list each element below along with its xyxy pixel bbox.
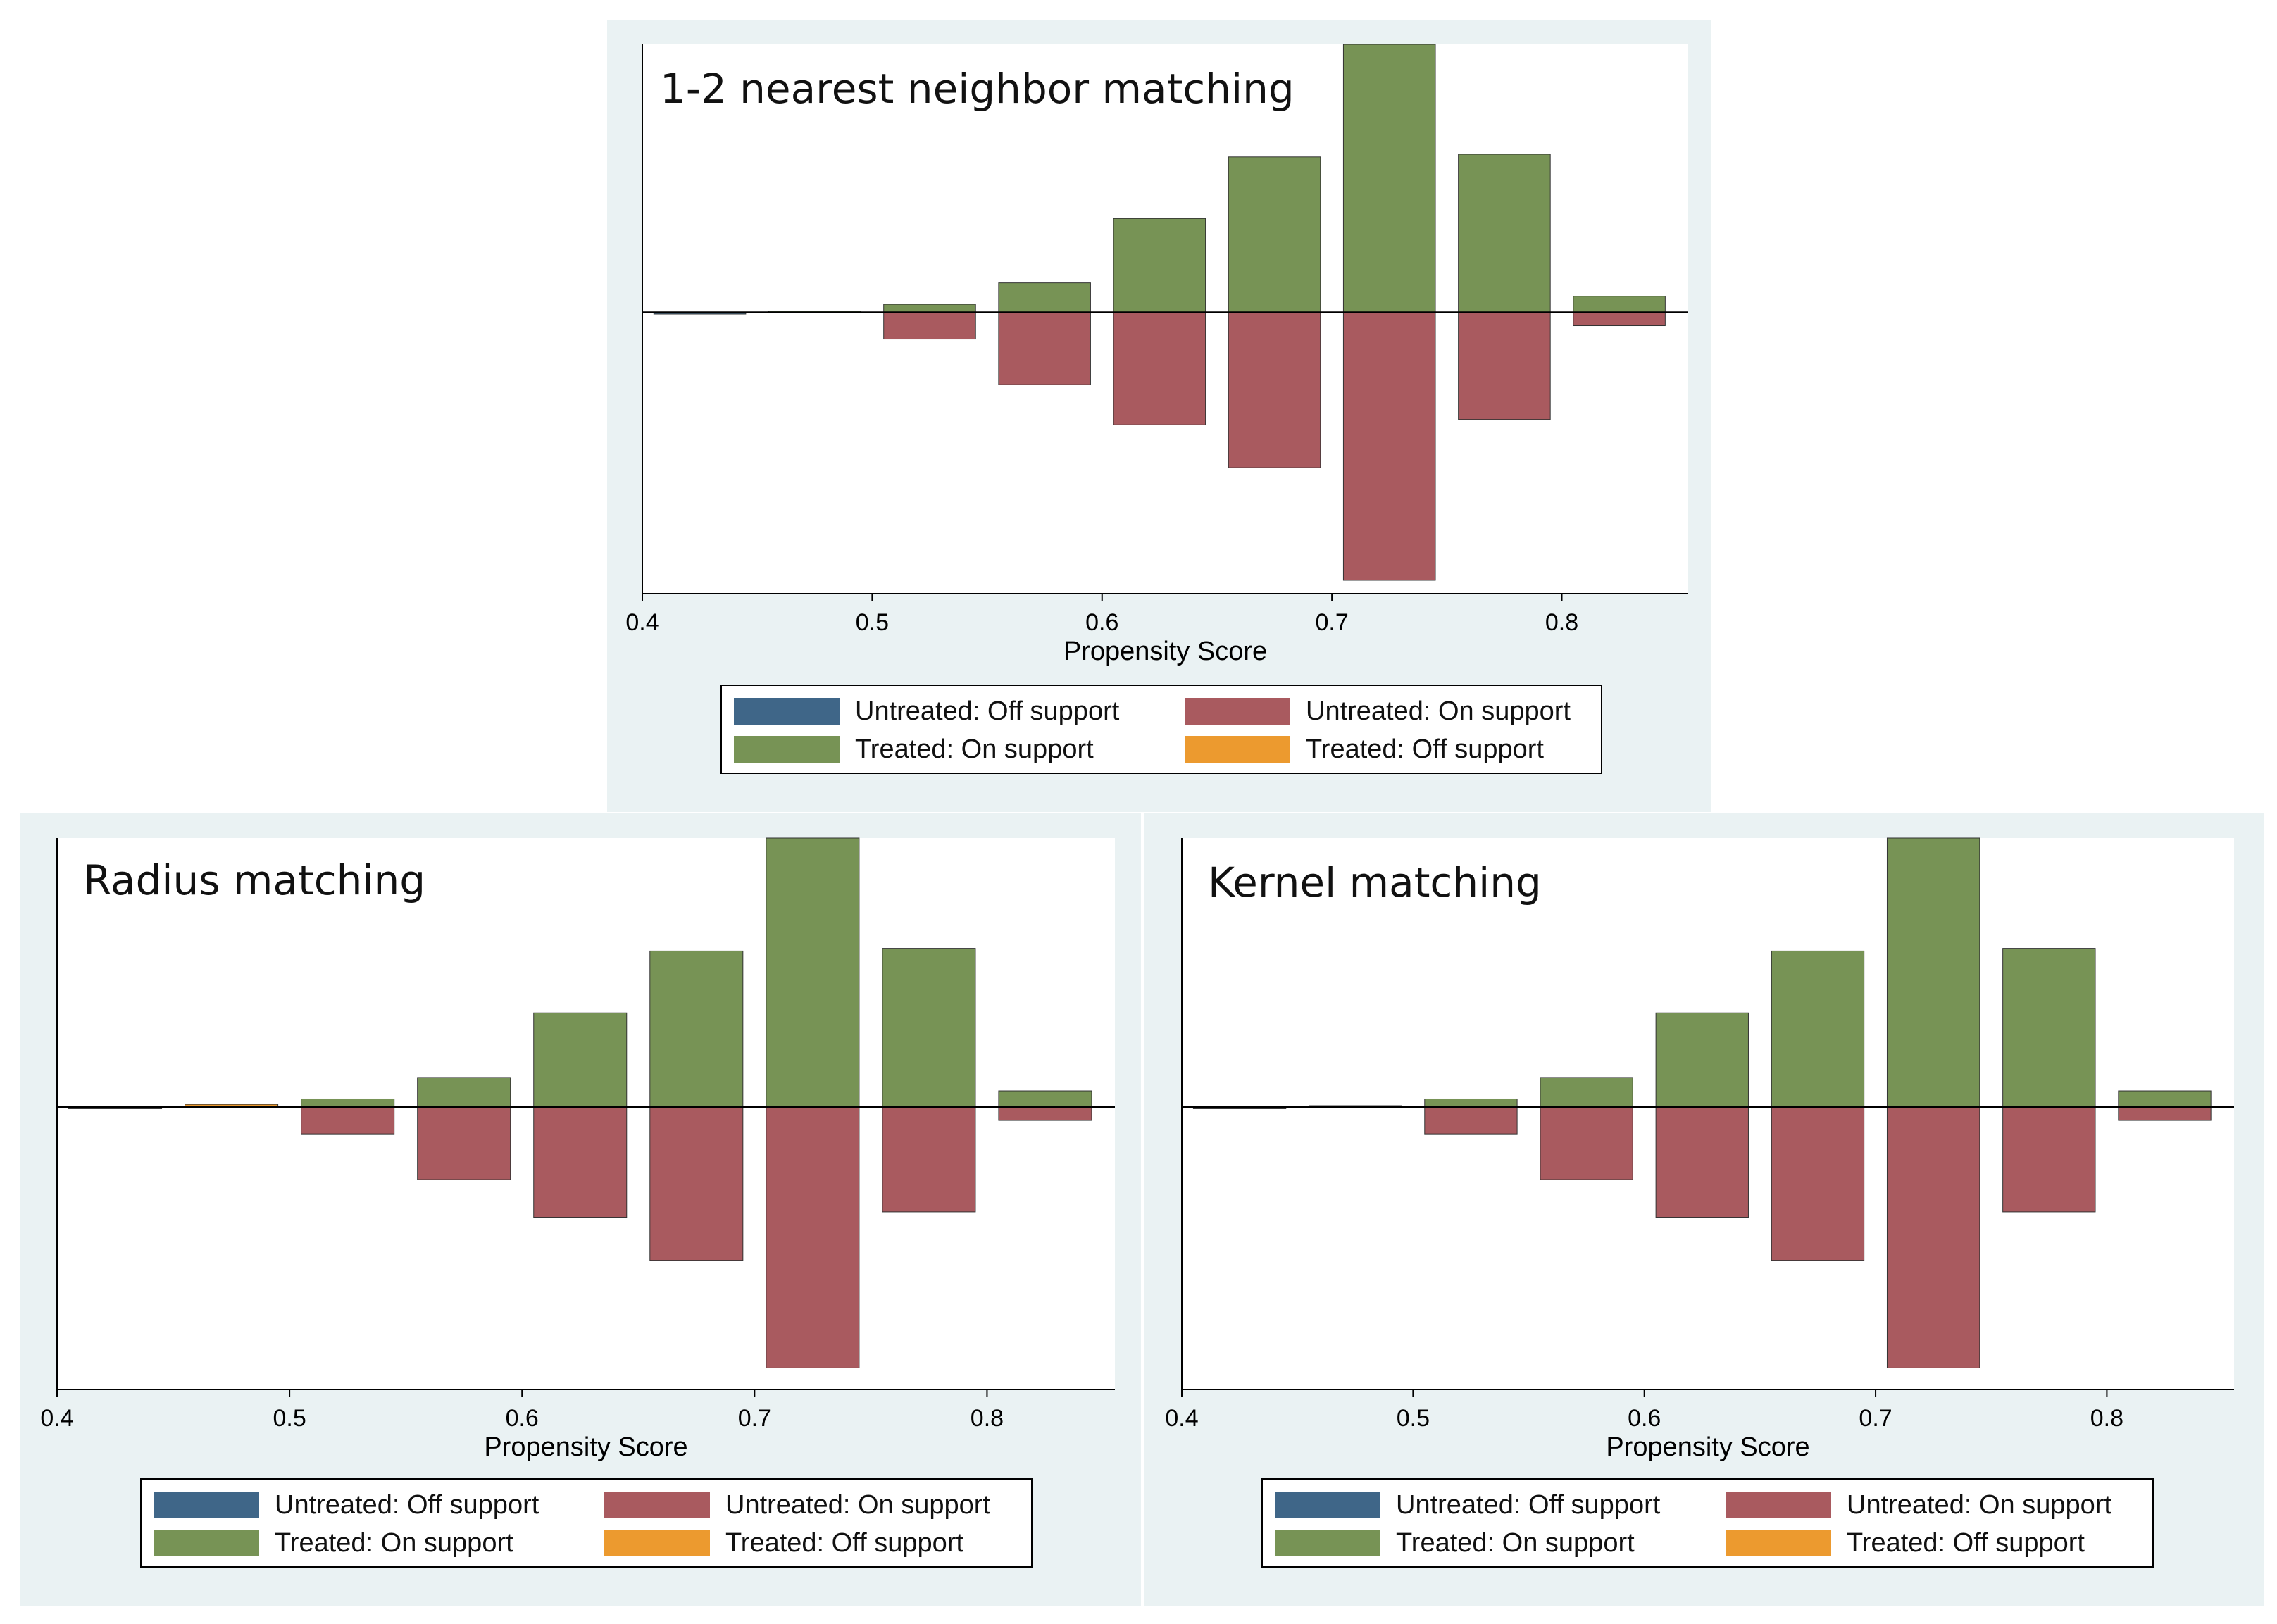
- bar-treated_on-8: [998, 1090, 1092, 1108]
- bar-untreated_on-5: [1771, 1106, 1865, 1261]
- bar-treated_on-2: [1424, 1098, 1518, 1108]
- bar-treated_on-8: [2118, 1090, 2212, 1108]
- bar-untreated_on-5: [649, 1106, 744, 1261]
- bar-untreated_on-6: [1342, 311, 1436, 581]
- x-tick-label: 0.6: [1085, 609, 1118, 636]
- legend: [1261, 1478, 2154, 1568]
- bar-treated_on-5: [649, 950, 744, 1108]
- panel-nearest-neighbor: 0.4 0.5 0.6 0.7 0.8 Propensity Score 1-2 neare…: [607, 20, 1711, 812]
- bar-treated_on-2: [883, 304, 976, 313]
- bar-treated_on-5: [1771, 950, 1865, 1108]
- bar-untreated_on-3: [998, 311, 1091, 385]
- x-tick-label: 0.5: [856, 609, 889, 636]
- bar-untreated_on-3: [417, 1106, 511, 1180]
- x-tick-label: 0.8: [2090, 1405, 2123, 1432]
- chart-title: Kernel matching: [1208, 858, 1542, 906]
- chart-title: Radius matching: [83, 856, 425, 904]
- x-tick-label: 0.7: [1315, 609, 1348, 636]
- panel-radius: 0.4 0.5 0.6 0.7 0.8 Propensity Score Radius ma…: [20, 813, 1141, 1606]
- legend-label-treated-off-support: Treated: Off support: [725, 1528, 963, 1558]
- x-tick-label: 0.7: [1859, 1405, 1892, 1432]
- x-tick-label: 0.4: [625, 609, 659, 636]
- bar-untreated_on-6: [1886, 1106, 1980, 1368]
- panel-kernel: 0.4 0.5 0.6 0.7 0.8 Propensity Score Kernel ma…: [1144, 813, 2264, 1606]
- bar-untreated_on-5: [1228, 311, 1321, 468]
- bar-treated_on-4: [1113, 218, 1206, 313]
- bar-untreated_on-6: [766, 1106, 860, 1368]
- bar-treated_on-3: [998, 282, 1091, 313]
- bar-treated_on-8: [1573, 296, 1666, 313]
- legend-swatch-untreated-on-support: [604, 1492, 710, 1518]
- x-tick-label: 0.5: [273, 1405, 306, 1432]
- bar-untreated_on-7: [2002, 1106, 2096, 1213]
- bar-untreated_on-2: [883, 311, 976, 340]
- x-axis-title: Propensity Score: [484, 1432, 687, 1462]
- legend-swatch-treated-off-support: [604, 1530, 710, 1556]
- legend-label-treated-off-support: Treated: Off support: [1847, 1528, 2085, 1558]
- legend-swatch-untreated-off-support: [1275, 1492, 1380, 1518]
- bar-untreated_on-2: [301, 1106, 395, 1135]
- legend-label-treated-on-support: Treated: On support: [1396, 1528, 1635, 1558]
- bar-treated_on-5: [1228, 156, 1321, 313]
- legend-swatch-untreated-off-support: [154, 1492, 259, 1518]
- bar-untreated_on-4: [533, 1106, 628, 1218]
- legend-label-untreated-on-support: Untreated: On support: [1306, 697, 1571, 726]
- chart-nearest-neighbor: 0.4 0.5 0.6 0.7 0.8 Propensity Score 1-2 neare…: [625, 44, 1688, 774]
- chart-radius: 0.4 0.5 0.6 0.7 0.8 Propensity Score Radius ma…: [40, 837, 1115, 1568]
- x-tick-label: 0.6: [1628, 1405, 1661, 1432]
- legend-swatch-treated-on-support: [734, 736, 840, 763]
- bar-treated_on-4: [533, 1012, 628, 1108]
- legend: [140, 1478, 1033, 1568]
- x-axis-title: Propensity Score: [1606, 1432, 1809, 1462]
- legend-label-untreated-on-support: Untreated: On support: [725, 1490, 990, 1520]
- bar-untreated_on-8: [1573, 311, 1666, 327]
- bar-treated_on-7: [1458, 154, 1551, 313]
- bar-untreated_on-7: [882, 1106, 976, 1213]
- chart-title: 1-2 nearest neighbor matching: [660, 65, 1295, 113]
- legend-label-untreated-off-support: Untreated: Off support: [1396, 1490, 1661, 1520]
- legend-label-untreated-off-support: Untreated: Off support: [275, 1490, 539, 1520]
- chart-kernel: 0.4 0.5 0.6 0.7 0.8 Propensity Score Kernel ma…: [1165, 837, 2234, 1568]
- bar-untreated_on-8: [998, 1106, 1092, 1121]
- x-tick-label: 0.4: [40, 1405, 73, 1432]
- x-axis-title: Propensity Score: [1063, 637, 1267, 666]
- legend-swatch-treated-on-support: [1275, 1530, 1380, 1556]
- legend-swatch-treated-on-support: [154, 1530, 259, 1556]
- x-tick-label: 0.4: [1165, 1405, 1198, 1432]
- legend-swatch-treated-off-support: [1726, 1530, 1831, 1556]
- legend-swatch-untreated-on-support: [1726, 1492, 1831, 1518]
- x-tick-label: 0.8: [1545, 609, 1578, 636]
- bar-treated_on-3: [417, 1077, 511, 1108]
- x-tick-label: 0.6: [506, 1405, 539, 1432]
- bar-treated_on-2: [301, 1098, 395, 1108]
- bar-untreated_on-4: [1655, 1106, 1749, 1218]
- legend-swatch-untreated-on-support: [1185, 698, 1290, 725]
- bar-treated_on-6: [766, 837, 860, 1108]
- legend-label-treated-on-support: Treated: On support: [275, 1528, 513, 1558]
- legend: [720, 685, 1602, 774]
- legend-label-treated-off-support: Treated: Off support: [1306, 735, 1544, 764]
- legend-label-untreated-on-support: Untreated: On support: [1847, 1490, 2111, 1520]
- bar-treated_on-3: [1540, 1077, 1633, 1108]
- legend-label-treated-on-support: Treated: On support: [855, 735, 1094, 764]
- bar-untreated_on-2: [1424, 1106, 1518, 1135]
- bar-untreated_on-3: [1540, 1106, 1633, 1180]
- legend-swatch-untreated-off-support: [734, 698, 840, 725]
- bar-treated_on-4: [1655, 1012, 1749, 1108]
- bar-treated_on-7: [882, 948, 976, 1108]
- bar-treated_on-6: [1342, 44, 1436, 313]
- x-tick-label: 0.7: [738, 1405, 771, 1432]
- legend-swatch-treated-off-support: [1185, 736, 1290, 763]
- x-tick-label: 0.5: [1397, 1405, 1430, 1432]
- bar-untreated_on-7: [1458, 311, 1551, 420]
- bar-untreated_on-4: [1113, 311, 1206, 425]
- bar-treated_on-6: [1886, 837, 1980, 1108]
- bar-treated_on-7: [2002, 948, 2096, 1108]
- x-tick-label: 0.8: [971, 1405, 1004, 1432]
- bar-untreated_on-8: [2118, 1106, 2212, 1121]
- legend-label-untreated-off-support: Untreated: Off support: [855, 697, 1120, 726]
